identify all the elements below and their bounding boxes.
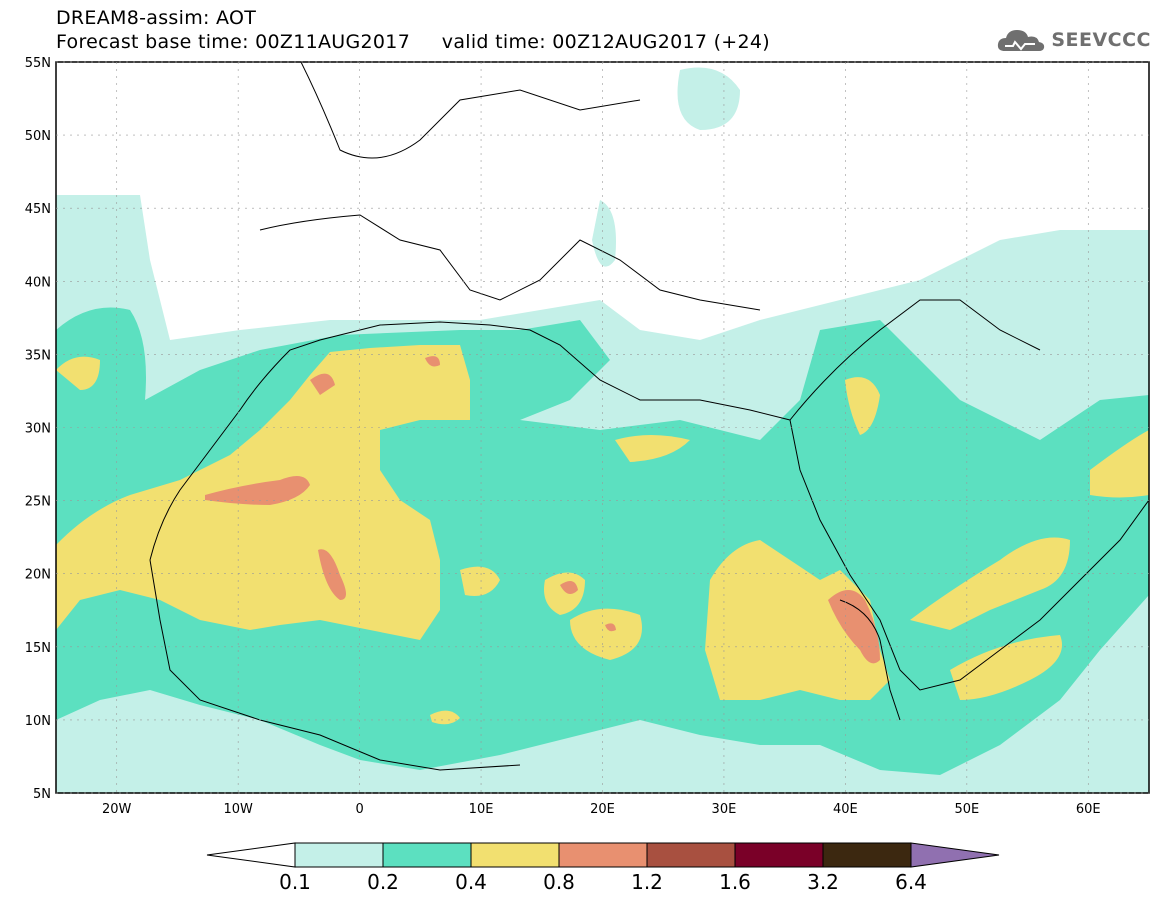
colorbar-swatch	[734, 842, 824, 868]
colorbar-label: 1.6	[719, 870, 751, 894]
cloud-icon	[998, 30, 1045, 51]
aot-field-0.8	[425, 356, 440, 367]
colorbar-overflow-arrow	[910, 842, 1000, 868]
aot-field-0.4	[56, 356, 100, 390]
lon-tick-label: 10E	[469, 802, 494, 817]
colorbar-label: 0.1	[279, 870, 311, 894]
lon-tick-label: 30E	[712, 802, 737, 817]
lat-tick-label: 20N	[25, 568, 51, 583]
aot-field-0.4	[615, 435, 690, 462]
colorbar-swatch	[822, 842, 912, 868]
colorbar-label: 1.2	[631, 870, 663, 894]
lat-tick-label: 15N	[25, 641, 51, 656]
aot-fields	[56, 67, 1149, 793]
colorbar-underflow-arrow	[206, 842, 296, 868]
lat-tick-label: 30N	[25, 422, 51, 437]
colorbar-label: 6.4	[895, 870, 927, 894]
colorbar-swatch	[470, 842, 560, 868]
lat-tick-label: 55N	[25, 56, 51, 71]
colorbar-swatch	[558, 842, 648, 868]
colorbar-label: 0.4	[455, 870, 487, 894]
forecast-time-subtitle: Forecast base time: 00Z11AUG2017 valid t…	[56, 31, 771, 53]
aot-field-0.4	[430, 710, 460, 725]
lon-tick-label: 40E	[833, 802, 858, 817]
lon-tick-label: 50E	[954, 802, 979, 817]
latitude-labels: 55N 50N 45N 40N 35N 30N 25N 20N 15N 10N 5N	[25, 56, 51, 802]
longitude-labels: 20W 10W 0 10E 20E 30E 40E 50E 60E	[102, 802, 1101, 817]
logo-text: SEEVCCC	[1051, 29, 1151, 51]
aot-field-0.8	[318, 549, 346, 600]
lat-tick-label: 40N	[25, 275, 51, 290]
colorbar-swatch	[294, 842, 384, 868]
lat-tick-label: 25N	[25, 495, 51, 510]
colorbar-label: 0.8	[543, 870, 575, 894]
aot-field-0.1	[592, 200, 616, 267]
aot-field-0.8	[828, 590, 880, 664]
colorbar-swatch	[382, 842, 472, 868]
aot-field-0.4	[845, 377, 880, 435]
lat-tick-label: 45N	[25, 202, 51, 217]
aot-field-0.8	[560, 581, 578, 594]
lon-tick-label: 20E	[590, 802, 615, 817]
aot-field-0.4	[950, 635, 1062, 700]
lon-tick-label: 0	[355, 802, 363, 817]
seevccc-logo: SEEVCCC	[995, 24, 1151, 56]
aot-field-0.4	[705, 540, 890, 700]
graticule	[56, 61, 1149, 794]
aot-field-0.4	[910, 537, 1070, 630]
lon-tick-label: 60E	[1076, 802, 1101, 817]
lat-tick-label: 5N	[33, 787, 51, 802]
lat-tick-label: 10N	[25, 714, 51, 729]
aot-field-0.4	[1090, 430, 1149, 498]
coastlines	[149, 62, 1149, 771]
map-title: DREAM8-assim: AOT	[56, 7, 257, 29]
aot-field-0.8	[205, 476, 310, 505]
aot-field-0.4	[570, 608, 642, 660]
aot-field-0.1	[677, 67, 740, 130]
lat-tick-label: 50N	[25, 129, 51, 144]
colorbar-swatch	[646, 842, 736, 868]
aot-field-0.8	[605, 623, 616, 632]
colorbar: 0.1 0.2 0.4 0.8 1.2 1.6 3.2 6.4	[206, 842, 1000, 894]
colorbar-label: 0.2	[367, 870, 399, 894]
lon-tick-label: 20W	[102, 802, 132, 817]
lon-tick-label: 10W	[223, 802, 253, 817]
aot-field-0.8	[310, 373, 335, 395]
lat-tick-label: 35N	[25, 348, 51, 363]
colorbar-label: 3.2	[807, 870, 839, 894]
